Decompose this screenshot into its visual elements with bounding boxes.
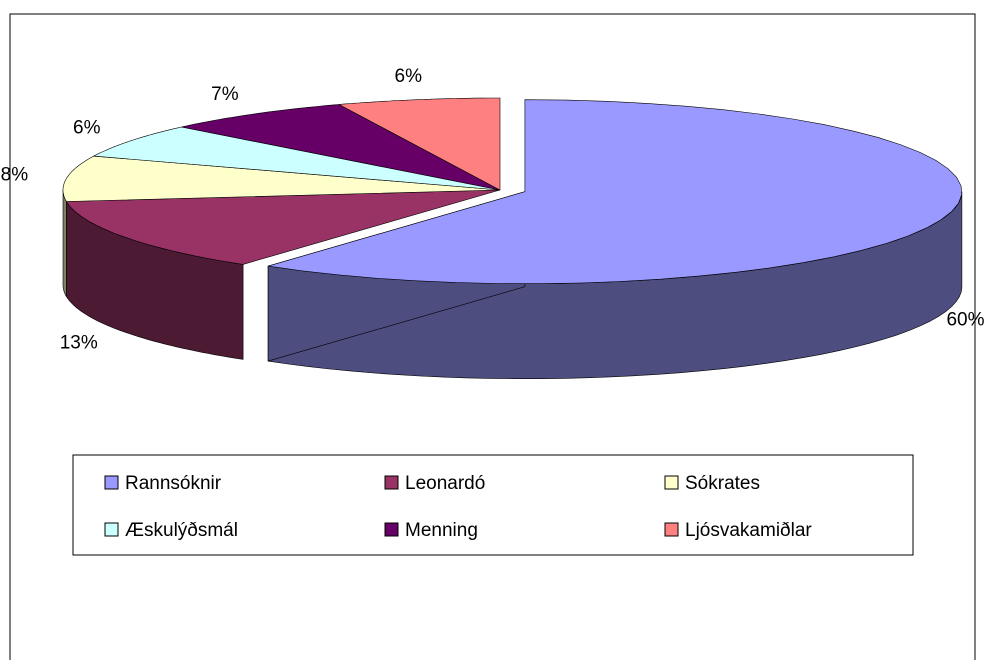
legend-box: [72, 454, 914, 556]
legend-label: Sókrates: [685, 473, 760, 494]
legend-label: Ljósvakamiðlar: [685, 520, 812, 541]
legend-swatch: [384, 522, 399, 537]
legend-swatch: [664, 475, 679, 490]
legend-swatch: [104, 522, 119, 537]
slice: [92, 126, 501, 191]
data-label: 7%: [211, 84, 239, 105]
legend-label: Rannsóknir: [125, 473, 222, 494]
slice: [65, 189, 501, 265]
legend-label: Leonardó: [405, 473, 485, 494]
data-label: 13%: [60, 333, 98, 354]
slice: [338, 97, 501, 191]
legend-label: Menning: [405, 520, 478, 541]
slice: [268, 99, 963, 285]
legend-swatch: [664, 522, 679, 537]
slice: [62, 155, 501, 202]
legend-swatch: [384, 475, 399, 490]
slice: [181, 104, 501, 191]
legend-label: Æskulýðsmál: [125, 520, 238, 541]
data-label: 6%: [73, 117, 101, 138]
slice-side: [62, 190, 67, 297]
data-label: 60%: [946, 310, 984, 331]
data-label: 8%: [1, 165, 29, 186]
legend-swatch: [104, 475, 119, 490]
data-label: 6%: [395, 66, 423, 87]
